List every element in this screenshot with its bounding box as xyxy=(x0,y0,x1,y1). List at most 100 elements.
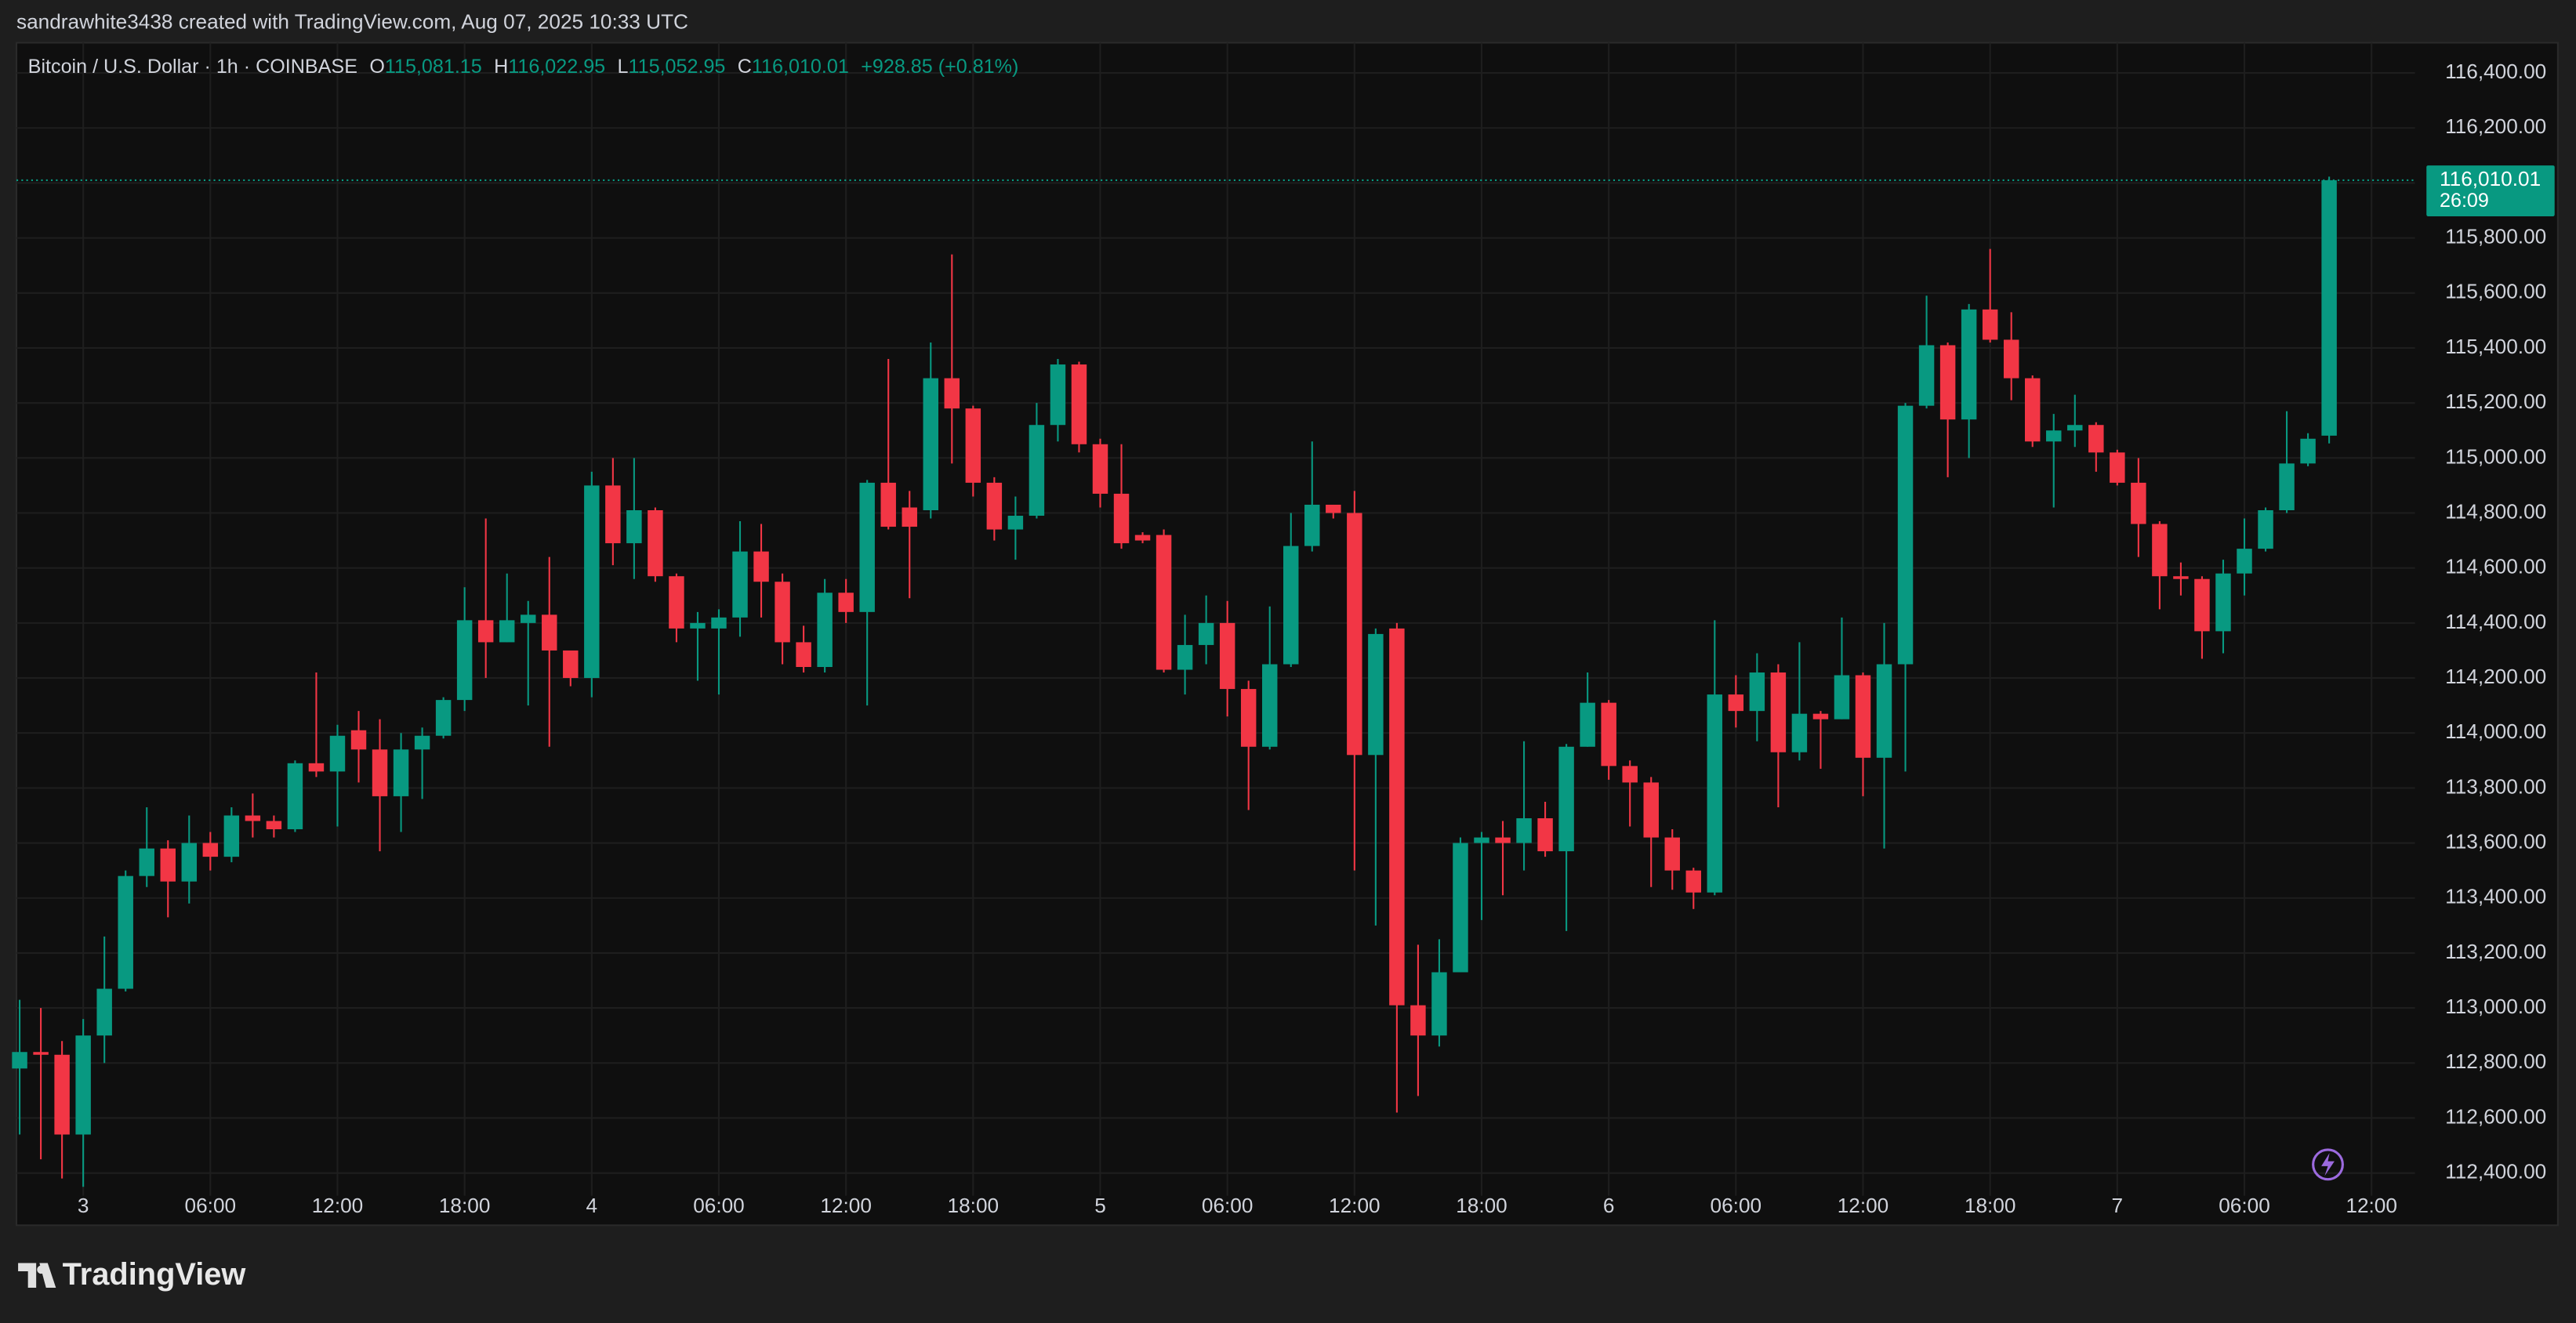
candle-body xyxy=(584,485,600,679)
candle-body xyxy=(2279,463,2295,510)
candle-body xyxy=(2067,425,2083,431)
candle-body xyxy=(521,614,536,623)
candle-body xyxy=(2131,482,2146,524)
countdown: 26:09 xyxy=(2440,190,2489,212)
candle-body xyxy=(1939,345,1956,420)
candle-body xyxy=(1304,504,1320,546)
close-label: C xyxy=(738,56,752,78)
candle-body xyxy=(1537,817,1553,852)
candle-body xyxy=(2194,578,2210,632)
candle-body xyxy=(33,1052,49,1055)
candle-body xyxy=(329,735,346,772)
assistant-icon[interactable] xyxy=(2312,1148,2344,1181)
candle-body xyxy=(1092,444,1108,494)
x-tick-label: 7 xyxy=(2112,1194,2124,1217)
candle-body xyxy=(542,614,557,651)
x-tick-label: 4 xyxy=(586,1194,598,1217)
candle-body xyxy=(711,617,727,629)
candle-body xyxy=(1368,633,1384,756)
logo[interactable]: TradingView xyxy=(18,1257,246,1292)
candle-body xyxy=(1134,535,1151,541)
x-tick-label: 12:00 xyxy=(1838,1194,1889,1217)
symbol: Bitcoin / U.S. Dollar · 1h · COINBASE xyxy=(28,56,357,78)
candle-body xyxy=(308,763,325,772)
y-tick-label: 113,200.00 xyxy=(2445,940,2546,963)
candle-body xyxy=(605,485,621,544)
y-tick-label: 114,600.00 xyxy=(2445,555,2546,578)
y-tick-label: 115,000.00 xyxy=(2445,444,2546,468)
y-tick-label: 115,600.00 xyxy=(2445,280,2546,303)
candle-body xyxy=(1516,817,1532,843)
open-value: 115,081.15 xyxy=(385,56,482,78)
candle-body xyxy=(965,408,981,483)
x-tick-label: 18:00 xyxy=(948,1194,1000,1217)
candle-body xyxy=(372,749,388,796)
y-tick-label: 115,400.00 xyxy=(2445,335,2546,358)
candle-body xyxy=(2258,509,2273,549)
y-tick-label: 113,600.00 xyxy=(2445,829,2546,853)
open-label: O xyxy=(369,56,385,78)
candle-body xyxy=(2024,378,2041,442)
candle-body xyxy=(12,1052,27,1069)
x-tick-label: 12:00 xyxy=(1329,1194,1381,1217)
candle-body xyxy=(2088,425,2104,453)
x-tick-label: 06:00 xyxy=(2219,1194,2270,1217)
candle-body xyxy=(753,551,769,582)
last-price-tag xyxy=(2426,165,2555,217)
candle-body xyxy=(96,988,112,1036)
candle-body xyxy=(944,378,960,409)
x-tick-label: 12:00 xyxy=(312,1194,364,1217)
candle-body xyxy=(414,735,430,750)
x-tick-label: 06:00 xyxy=(1711,1194,1762,1217)
candle-body xyxy=(1918,345,1935,406)
y-tick-label: 113,000.00 xyxy=(2445,995,2546,1018)
candle-body xyxy=(54,1054,70,1135)
x-tick-label: 06:00 xyxy=(693,1194,745,1217)
candle-body xyxy=(1749,672,1765,712)
candle-body xyxy=(880,482,896,527)
candle-body xyxy=(1453,843,1468,973)
candle-body xyxy=(775,582,790,643)
candle-body xyxy=(118,875,133,989)
candle-body xyxy=(1347,513,1362,756)
candle-body xyxy=(1728,694,1744,712)
candle-body xyxy=(1389,628,1405,1006)
candle-body xyxy=(796,642,811,668)
y-tick-label: 114,400.00 xyxy=(2445,610,2546,633)
last-price-label: 116,010.01 xyxy=(2440,167,2541,190)
legend: Bitcoin / U.S. Dollar · 1h · COINBASE O1… xyxy=(28,56,1019,78)
candle-body xyxy=(2152,524,2168,577)
candles xyxy=(12,176,2337,1187)
candle-body xyxy=(1707,694,1723,893)
x-tick-label: 18:00 xyxy=(439,1194,491,1217)
candle-body xyxy=(1855,675,1871,758)
candle-body xyxy=(160,848,176,882)
candle-body xyxy=(435,700,452,736)
y-tick-label: 112,800.00 xyxy=(2445,1049,2546,1073)
candle-body xyxy=(1474,837,1489,843)
y-tick-label: 113,400.00 xyxy=(2445,885,2546,908)
candle-body xyxy=(563,650,579,679)
candle-body xyxy=(266,821,282,830)
candle-body xyxy=(2237,549,2252,574)
candle-body xyxy=(1622,766,1638,783)
candle-body xyxy=(1156,535,1172,670)
brand: TradingView xyxy=(63,1257,247,1292)
candle-body xyxy=(1007,516,1024,530)
close-value: 116,010.01 xyxy=(752,56,849,78)
candle-body xyxy=(139,848,154,876)
candle-body xyxy=(859,482,875,612)
y-tick-label: 115,200.00 xyxy=(2445,390,2546,413)
candle-body xyxy=(393,749,409,796)
candle-body xyxy=(1495,837,1511,843)
candle-body xyxy=(838,593,854,612)
candle-body xyxy=(2300,438,2316,464)
candle-body xyxy=(456,620,473,701)
y-tick-label: 116,200.00 xyxy=(2445,114,2546,138)
low-value: 115,052.95 xyxy=(629,56,726,78)
candle-body xyxy=(986,482,1003,530)
candle-body xyxy=(690,622,706,629)
candle-body xyxy=(1219,622,1235,690)
candle-body xyxy=(1982,309,1998,340)
